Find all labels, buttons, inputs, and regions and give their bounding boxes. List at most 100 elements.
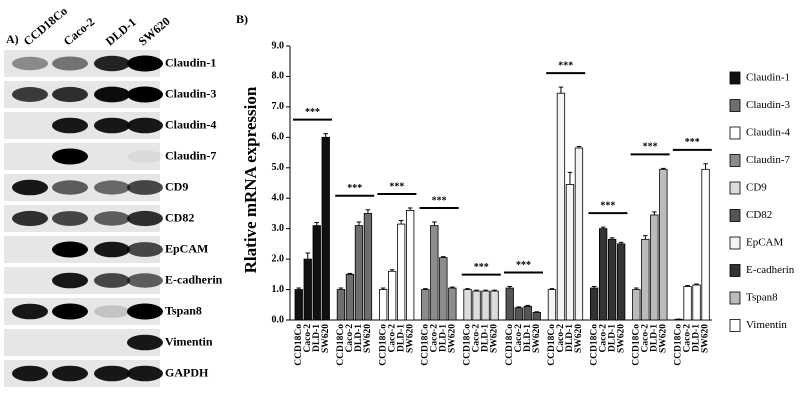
significance-label: *** [643,142,658,153]
legend-label: E-cadherin [746,264,795,276]
x-tick-label: Caco-2 [514,324,524,353]
y-tick-label: 7.0 [272,101,285,112]
legend-label: Claudin-3 [746,99,790,111]
legend-swatch [729,319,741,332]
bar [505,287,514,321]
x-tick-label: CCD18Co [336,324,346,366]
x-tick-label: SW620 [532,324,542,353]
legend-swatch [729,264,741,277]
significance-label: *** [389,181,404,192]
legend-label: CD82 [746,209,772,221]
legend-swatch [729,209,741,222]
y-tick-label: 4.0 [272,193,285,204]
legend-swatch [729,154,741,167]
x-tick-label: SW620 [701,324,711,353]
row-label: Claudin-1 [165,55,216,69]
x-tick-label: SW620 [616,324,626,353]
y-tick-label: 9.0 [272,40,285,51]
blot-band [94,86,130,103]
blot-band [12,87,48,102]
bar [481,290,490,321]
x-tick-label: SW620 [363,324,373,353]
x-tick-label: SW620 [405,324,415,353]
bar [683,286,692,321]
blot-band [52,117,88,134]
row-label: Claudin-3 [165,86,216,100]
x-tick-label: DLD-1 [523,324,533,352]
x-tick-label: CCD18Co [547,324,557,366]
bar [599,228,608,321]
bar [659,168,668,321]
bar [701,168,710,321]
bar [294,289,303,321]
bar [650,214,659,321]
y-tick-label: 2.0 [272,253,285,264]
blot-band [12,365,48,382]
blot-band [127,86,163,103]
x-tick-label: CCD18Co [421,324,431,366]
blot-band [94,117,130,134]
blot-band [52,365,88,382]
x-tick-label: Caco-2 [683,324,693,353]
bar [514,307,523,321]
bar [574,147,584,321]
bar [523,305,532,321]
bar [312,225,321,321]
legend-label: Tspan8 [746,292,778,304]
row-label: CD9 [165,179,188,193]
x-tick-label: CCD18Co [294,324,304,366]
bar [345,273,355,321]
bar [590,287,599,321]
x-tick-label: DLD-1 [439,324,449,352]
bar [378,289,388,321]
significance-label: *** [685,137,700,148]
bar [556,92,566,321]
row-label: CD82 [165,210,194,224]
x-tick-label: SW620 [574,324,584,353]
bar [430,225,439,321]
blot-band [127,150,163,163]
bar [354,225,364,321]
row-label: EpCAM [165,241,208,255]
bar [472,290,481,321]
blot-band [127,210,163,227]
x-tick-label: Caco-2 [387,324,397,353]
x-tick-label: DLD-1 [692,324,702,352]
lane-label: CCD18Co [21,4,70,49]
x-tick-label: CCD18Co [674,324,684,366]
bar [532,311,541,321]
y-tick-label: 3.0 [272,223,285,234]
panel-label: B) [236,12,248,26]
legend-swatch [729,71,741,85]
significance-label: *** [516,260,531,271]
x-tick-label: DLD-1 [650,324,660,352]
bar [463,289,472,321]
legend-label: EpCAM [746,237,784,249]
x-tick-label: Caco-2 [345,324,355,353]
bar [617,243,626,321]
blot-band [52,56,88,71]
bar [547,289,557,321]
lane-label: SW620 [136,14,173,48]
blot-band [52,303,88,320]
legend-label: Claudin-4 [746,127,790,139]
bar [641,238,650,321]
bar [321,136,330,321]
y-tick-label: 6.0 [272,132,285,143]
blot-band [127,273,163,288]
legend-swatch [729,236,741,250]
bar [363,213,373,321]
y-tick-label: 0.0 [272,314,285,325]
x-tick-label: CCD18Co [505,324,515,366]
blot-band [127,334,163,351]
x-tick-label: CCD18Co [589,324,599,366]
x-tick-label: DLD-1 [481,324,491,352]
blot-band [52,86,88,103]
x-tick-label: Caco-2 [303,324,313,353]
bar [692,284,701,321]
panel-label: A) [6,32,19,46]
legend-label: Vimentin [746,319,787,331]
blot-band [94,55,130,72]
x-tick-label: DLD-1 [565,324,575,352]
blot-band [127,55,163,72]
